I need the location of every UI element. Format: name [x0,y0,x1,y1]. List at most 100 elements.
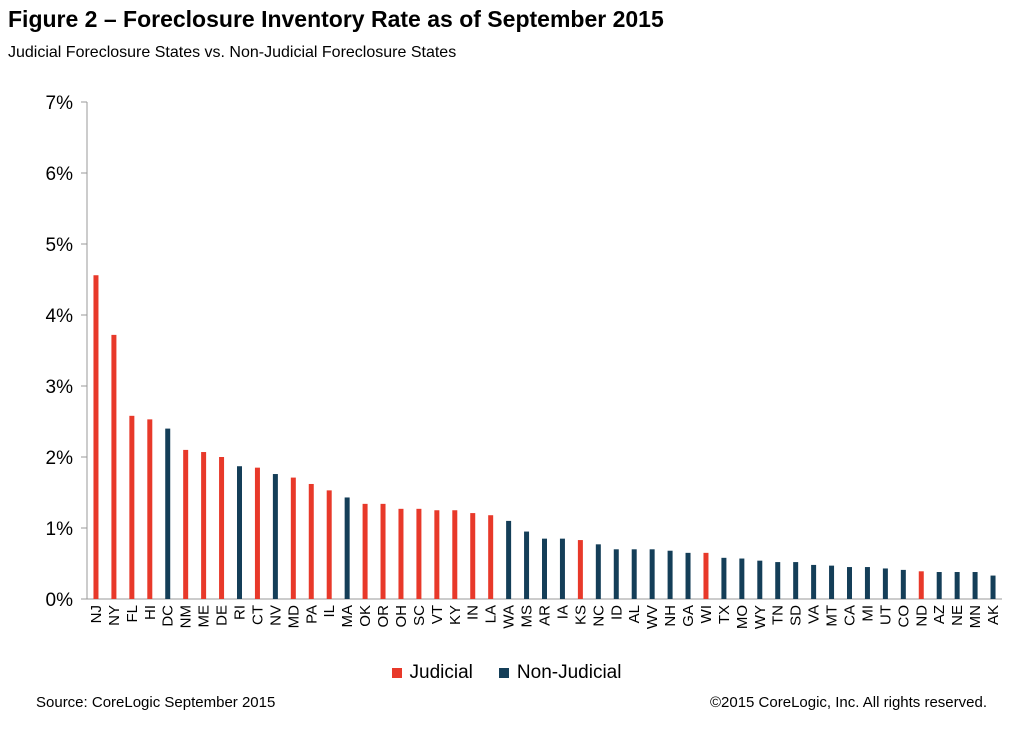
bar-or [380,503,386,599]
bar-sc [416,508,422,599]
x-tick-label: DC [160,605,177,627]
bar-md [290,477,296,599]
bar-ms [524,531,530,599]
x-tick-label: OK [357,605,374,627]
x-tick-label: ID [608,605,625,620]
x-tick-label: OR [375,605,392,628]
bar-vt [434,510,440,599]
bar-mi [864,567,870,599]
bar-ks [577,540,583,599]
x-tick-label: IA [554,605,571,619]
bar-wy [757,560,763,599]
legend-label-non-judicial: Non-Judicial [516,662,622,683]
bar-ok [362,503,368,599]
chart-subtitle: Judicial Foreclosure States vs. Non-Judi… [8,44,457,61]
y-tick-label: 6% [46,164,74,185]
x-tick-label: LA [483,605,500,623]
bar-me [201,452,207,599]
x-tick-label: CT [249,605,266,625]
bar-oh [398,508,404,599]
x-tick-label: HI [142,605,159,620]
bar-hi [147,419,153,599]
copyright-note: ©2015 CoreLogic, Inc. All rights reserve… [709,694,987,711]
bar-ma [344,497,350,599]
bar-mo [739,558,745,599]
x-tick-label: ME [196,605,213,628]
bar-ak [990,575,996,599]
x-axis: NJ NY FL HI DC NM ME DE RI CT NV MD PA IL MA OK OR OH SC VT… [87,598,1002,629]
bar-ct [254,467,260,599]
y-tick-label: 3% [46,377,74,398]
legend-item-non-judicial: Non-Judicial [498,662,622,684]
y-tick-label: 4% [46,306,74,327]
x-tick-label: NV [267,605,284,626]
bar-nh [667,550,673,599]
x-tick-label: WI [698,605,715,623]
x-tick-label: VT [429,605,446,624]
x-tick-label: MT [824,605,841,627]
bar-va [811,564,817,599]
x-tick-label: PA [303,605,320,624]
bar-az [936,572,942,599]
y-tick-label: 1% [46,519,74,540]
bar-mt [829,565,835,599]
y-tick-label: 2% [46,448,74,469]
x-tick-label: CO [895,605,912,628]
x-tick-label: ND [913,605,930,627]
bar-tn [775,562,781,599]
x-tick-label: NJ [88,605,105,623]
chart-title: Figure 2 – Foreclosure Inventory Rate as… [8,6,664,32]
x-tick-label: WY [752,605,769,629]
x-tick-label: AK [985,605,1002,625]
x-tick-label: FL [124,605,141,623]
x-tick-label: CA [842,605,859,626]
x-tick-label: RI [232,605,249,620]
y-tick-label: 7% [46,93,74,114]
x-tick-label: TX [716,605,733,624]
x-tick-label: NC [590,605,607,627]
bar-dc [165,428,171,599]
legend-swatch-non-judicial [498,668,509,678]
bar-co [900,569,906,599]
x-tick-label: UT [877,605,894,625]
x-tick-label: IN [465,605,482,620]
x-tick-label: NM [178,605,195,628]
bar-nd [918,571,924,599]
bar-ca [847,567,852,599]
bar-nm [183,449,189,599]
bar-ny [111,334,117,599]
x-tick-label: KY [447,605,464,625]
x-tick-label: MA [339,605,356,628]
x-tick-label: TN [770,605,787,625]
x-tick-label: SD [788,605,805,626]
x-tick-label: MO [734,605,751,629]
x-tick-label: WV [644,605,661,629]
bar-pa [308,483,314,599]
y-tick-label: 5% [46,235,74,256]
x-tick-label: NH [662,605,679,627]
bar-sd [793,562,799,599]
bar-wi [703,552,709,599]
bar-wa [506,520,512,599]
bar-al [631,549,637,599]
y-tick-label: 0% [46,590,74,611]
bar-de [219,457,225,599]
y-axis: 0% 1% 2% 3% 4% 5% 6% 7% [46,93,88,611]
x-tick-label: MD [285,605,302,628]
x-tick-label: AZ [931,605,948,624]
bar-ar [542,538,547,599]
source-note: Source: CoreLogic September 2015 [36,694,276,711]
bars-group [93,275,996,599]
bar-chart: 0%1%2%3%4%5%6%7% NJ NY FL HI DC NM ME DE RI CT NV M… [46,93,1002,629]
x-tick-label: SC [411,605,428,626]
x-tick-label: NY [106,605,123,626]
legend: Judicial Non-Judicial [0,662,1013,684]
bar-la [488,515,494,599]
x-tick-label: MS [519,605,536,628]
x-tick-label: AL [626,605,643,623]
x-tick-label: MN [967,605,984,628]
x-tick-label: KS [572,605,589,625]
bar-nc [595,544,601,599]
bar-nv [272,474,278,599]
x-tick-label: DE [214,605,231,626]
